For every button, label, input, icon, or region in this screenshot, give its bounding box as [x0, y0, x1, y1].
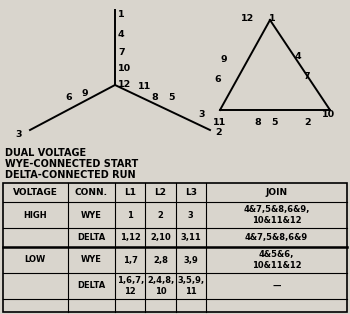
Text: 2: 2 — [305, 118, 311, 127]
Text: WYE: WYE — [81, 256, 102, 264]
Text: 4&5&6,
10&11&12: 4&5&6, 10&11&12 — [252, 250, 301, 270]
Text: 8: 8 — [151, 93, 158, 102]
Text: VOLTAGE: VOLTAGE — [13, 188, 58, 197]
Text: DELTA-CONNECTED RUN: DELTA-CONNECTED RUN — [5, 170, 136, 180]
Text: 1,7: 1,7 — [123, 256, 138, 264]
Text: 3: 3 — [15, 130, 22, 139]
Text: 12: 12 — [118, 80, 131, 89]
Text: 3,11: 3,11 — [181, 233, 201, 242]
Text: 1: 1 — [269, 14, 275, 23]
Text: L2: L2 — [155, 188, 167, 197]
Text: 4&7,5&8,6&9,
10&11&12: 4&7,5&8,6&9, 10&11&12 — [243, 205, 310, 225]
Text: HIGH: HIGH — [23, 210, 47, 219]
Text: DELTA: DELTA — [77, 233, 106, 242]
Text: 11: 11 — [138, 82, 151, 91]
Text: 9: 9 — [82, 89, 89, 98]
Text: 2,10: 2,10 — [150, 233, 171, 242]
Text: 5: 5 — [168, 93, 175, 102]
Text: 2: 2 — [158, 210, 163, 219]
Text: L3: L3 — [185, 188, 197, 197]
Text: 8: 8 — [255, 118, 261, 127]
Text: 2,8: 2,8 — [153, 256, 168, 264]
Text: 11: 11 — [214, 118, 227, 127]
Text: 1: 1 — [127, 210, 133, 219]
Text: 12: 12 — [241, 14, 255, 23]
Text: 1,6,7,
12: 1,6,7, 12 — [117, 276, 144, 296]
Text: 3,5,9,
11: 3,5,9, 11 — [177, 276, 204, 296]
Text: 6: 6 — [65, 93, 72, 102]
Text: 1,12: 1,12 — [120, 233, 141, 242]
Text: DUAL VOLTAGE: DUAL VOLTAGE — [5, 148, 86, 158]
Bar — [3, 183, 347, 312]
Text: LOW: LOW — [25, 256, 46, 264]
Text: 4&7,5&8,6&9: 4&7,5&8,6&9 — [245, 233, 308, 242]
Text: 10: 10 — [118, 64, 131, 73]
Text: L1: L1 — [124, 188, 136, 197]
Text: 2: 2 — [215, 128, 222, 137]
Text: DELTA: DELTA — [77, 281, 106, 290]
Text: 5: 5 — [272, 118, 278, 127]
Text: 3,9: 3,9 — [183, 256, 198, 264]
Text: 7: 7 — [304, 72, 310, 81]
Text: 2,4,8,
10: 2,4,8, 10 — [147, 276, 174, 296]
Text: WYE: WYE — [81, 210, 102, 219]
Text: 1: 1 — [118, 10, 125, 19]
Text: 9: 9 — [221, 55, 227, 64]
Text: 7: 7 — [118, 48, 125, 57]
Text: 3: 3 — [199, 110, 205, 119]
Text: 4: 4 — [295, 52, 301, 61]
Text: —: — — [272, 281, 281, 290]
Text: 4: 4 — [118, 30, 125, 39]
Text: 10: 10 — [321, 110, 335, 119]
Text: JOIN: JOIN — [265, 188, 288, 197]
Text: 3: 3 — [188, 210, 194, 219]
Text: WYE-CONNECTED START: WYE-CONNECTED START — [5, 159, 138, 169]
Text: 6: 6 — [215, 75, 221, 84]
Text: CONN.: CONN. — [75, 188, 108, 197]
